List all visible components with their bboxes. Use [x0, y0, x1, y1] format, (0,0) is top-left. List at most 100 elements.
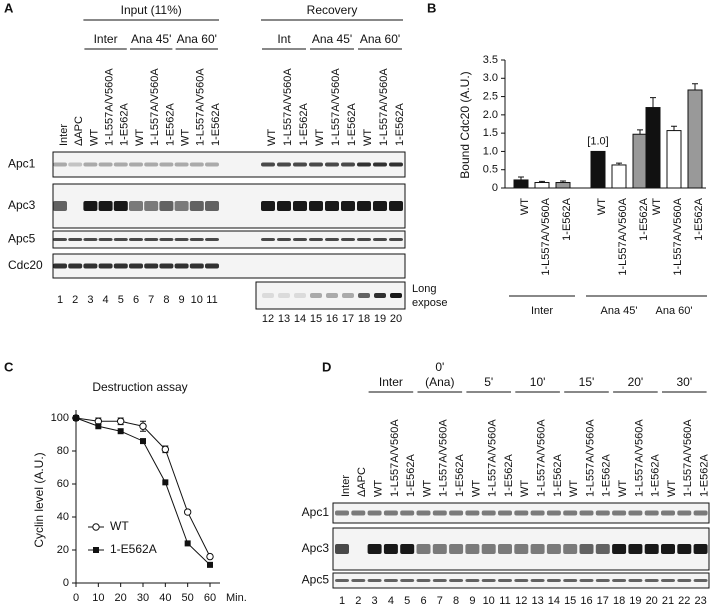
band — [310, 293, 322, 298]
point — [162, 479, 169, 486]
band — [68, 238, 83, 241]
subgroup-label: Inter — [94, 32, 118, 46]
lane-number: 18 — [613, 595, 625, 607]
x-tick-label: WT — [596, 198, 608, 215]
bar — [611, 164, 627, 189]
band — [449, 510, 464, 516]
band — [277, 238, 291, 241]
band — [335, 544, 349, 554]
x-tick-label: 10 — [92, 592, 104, 604]
band — [546, 510, 561, 516]
band — [373, 162, 387, 167]
band — [294, 293, 306, 298]
timepoint-label: 0' — [435, 360, 444, 374]
lane-label: 1-L557A/V560A — [438, 419, 450, 497]
lane-label: 1-E562A — [346, 103, 358, 146]
lane-label: 1-L557A/V560A — [195, 68, 207, 146]
band — [341, 238, 355, 241]
band — [53, 201, 67, 211]
legend-label: WT — [110, 519, 129, 533]
band — [205, 162, 219, 167]
band — [465, 544, 480, 554]
lane-label: 1-E562A — [454, 454, 466, 497]
band — [677, 510, 692, 516]
band — [546, 579, 561, 582]
band — [113, 201, 128, 211]
x-tick-label: 1-L557A/V560A — [540, 197, 552, 275]
band — [335, 510, 349, 516]
band — [335, 579, 349, 582]
lane-number: 12 — [262, 313, 274, 325]
point — [207, 561, 213, 568]
lane-label: ΔAPC — [73, 116, 85, 146]
lane-number: 4 — [388, 595, 394, 607]
band — [357, 238, 371, 241]
band — [53, 162, 67, 167]
band — [261, 238, 275, 241]
band — [98, 238, 113, 241]
lane-number: 11 — [206, 294, 217, 306]
lane-label: 1-E562A — [503, 454, 515, 497]
x-tick-label: 0 — [73, 592, 79, 604]
band — [351, 510, 366, 516]
legend-label: 1-E562A — [110, 542, 157, 556]
y-tick-label: 3.5 — [483, 54, 498, 66]
lane-label: 1-L557A/V560A — [633, 419, 645, 497]
error-bar — [637, 129, 643, 135]
band — [546, 544, 561, 554]
band — [83, 201, 98, 211]
band — [579, 544, 594, 554]
band — [367, 579, 382, 582]
band — [53, 263, 67, 269]
band — [367, 510, 382, 516]
band — [579, 579, 594, 582]
x-tick-label: 1-E562A — [693, 197, 705, 240]
band — [383, 579, 398, 582]
lane-number: 20 — [646, 595, 658, 607]
lane-number: 21 — [662, 595, 674, 607]
lane-number: 4 — [103, 294, 109, 306]
band — [400, 510, 415, 516]
band — [416, 579, 431, 582]
lane-number: 16 — [580, 595, 592, 607]
band — [98, 162, 113, 167]
lane-label: 1-L557A/V560A — [149, 68, 161, 146]
row-label: Apc3 — [8, 198, 36, 212]
x-tick-label: 1-E562A — [638, 197, 650, 240]
band — [342, 293, 354, 298]
point — [73, 415, 79, 421]
lane-number: 2 — [355, 595, 361, 607]
row-label: Apc1 — [302, 505, 330, 519]
lane-number: 10 — [483, 595, 495, 607]
lane-number: 15 — [310, 313, 322, 325]
subgroup-label: Int — [277, 32, 291, 46]
lane-label: WT — [568, 480, 580, 497]
band — [693, 544, 708, 554]
timepoint-label: 30' — [676, 375, 692, 389]
band — [628, 510, 643, 516]
lane-number: 7 — [437, 595, 443, 607]
band — [628, 544, 643, 554]
lane-label: 1-L557A/V560A — [487, 419, 499, 497]
lane-number: 17 — [597, 595, 609, 607]
band — [677, 544, 692, 554]
y-tick-label: 1.0 — [483, 145, 498, 157]
y-tick-label: 2.5 — [483, 90, 498, 102]
band — [159, 263, 174, 269]
panel-label: D — [322, 359, 331, 374]
band — [159, 162, 174, 167]
lane-number: 3 — [87, 294, 93, 306]
lane-label: WT — [180, 129, 192, 146]
band — [68, 263, 83, 269]
band — [83, 238, 98, 241]
lane-number: 3 — [372, 595, 378, 607]
lane-label: 1-E562A — [164, 103, 176, 146]
group-title: Input (11%) — [121, 3, 182, 17]
subgroup-label: Ana 45' — [312, 32, 352, 46]
band — [389, 238, 403, 241]
lane-label: WT — [266, 129, 278, 146]
band — [129, 238, 143, 241]
x-tick-label: WT — [651, 198, 663, 215]
band — [83, 162, 98, 167]
lane-number: 6 — [133, 294, 139, 306]
